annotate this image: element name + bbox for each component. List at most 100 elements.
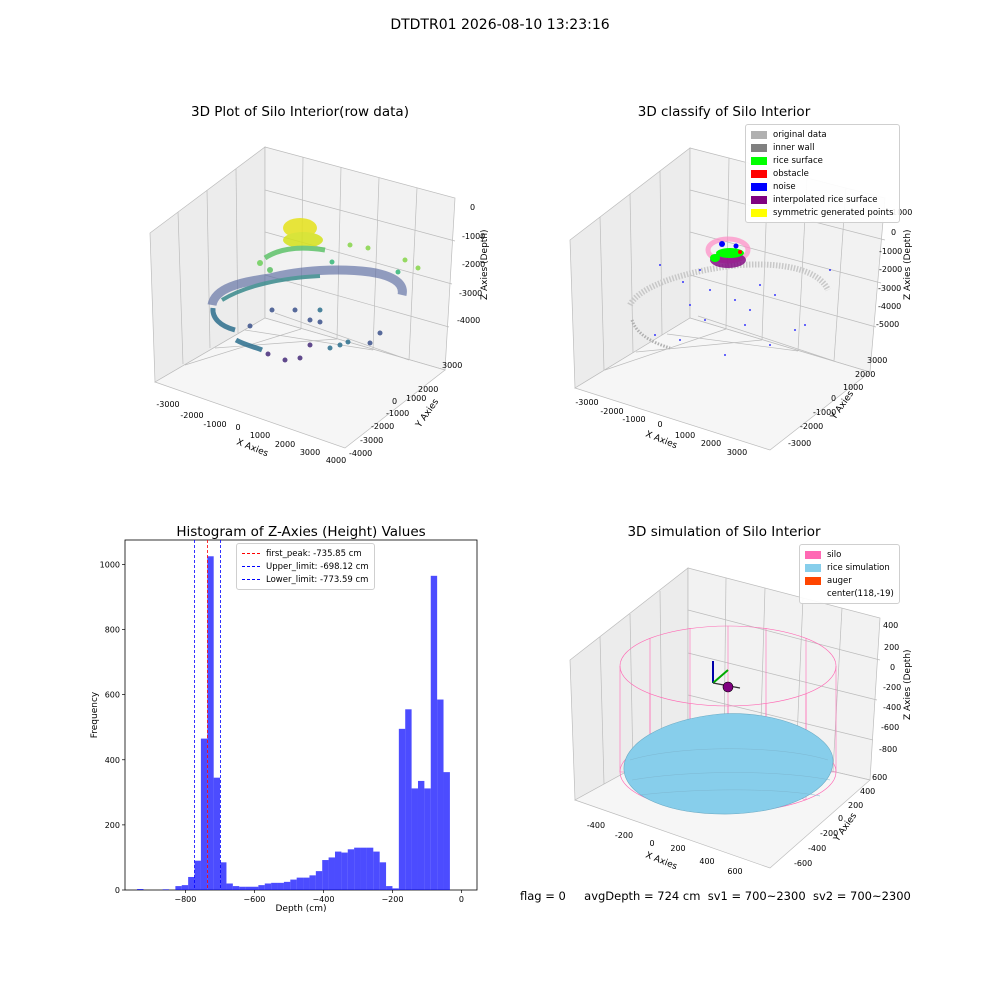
y-tick: -3000 [788, 439, 811, 448]
figure-title: DTDTR01 2026-08-10 13:23:16 [390, 17, 610, 33]
legend-label: obstacle [773, 168, 809, 179]
raw-z-label: Z Axies (Depth) [480, 229, 490, 300]
x-tick: -3000 [575, 398, 598, 407]
sv2-text: sv2 = 700~2300 [812, 889, 911, 903]
x-tick-label: −600 [243, 895, 265, 904]
histogram-bar [283, 881, 291, 890]
sv1-text: sv1 = 700~2300 [707, 889, 806, 903]
histogram-bar [258, 885, 265, 890]
x-tick: -3000 [156, 400, 179, 409]
histogram-bar [194, 860, 201, 890]
histogram-bar [379, 862, 387, 890]
histogram-bar [232, 886, 240, 890]
y-tick-label: 800 [105, 626, 120, 635]
x-tick: -200 [615, 831, 633, 840]
simulation-y-ticks: 600 400 200 0 -200 -400 -600 [794, 773, 887, 868]
legend-swatch [751, 208, 767, 217]
legend-swatch [751, 169, 767, 178]
histogram-bar [309, 875, 316, 890]
histogram-bar [417, 780, 425, 890]
rice-simulation-surface [623, 713, 834, 815]
histogram-x-label: Depth (cm) [275, 904, 326, 914]
y-tick: 1000 [843, 383, 863, 392]
histogram-bar [213, 777, 221, 890]
legend-line [242, 553, 260, 554]
z-tick: -1000 [462, 232, 485, 241]
histogram-bar [341, 852, 348, 890]
z-tick: -4000 [878, 302, 901, 311]
legend-item: Upper_limit: -698.12 cm [242, 560, 369, 573]
y-tick: -1000 [386, 409, 409, 418]
histogram-legend: first_peak: -735.85 cm Upper_limit: -698… [236, 543, 375, 590]
z-tick: 0 [891, 228, 896, 237]
histogram-bar [271, 882, 278, 890]
legend-item: first_peak: -735.85 cm [242, 547, 369, 560]
x-tick: 1000 [250, 431, 270, 440]
legend-item: original data [751, 128, 894, 141]
classify-data-points [627, 236, 831, 356]
histogram-bar [200, 738, 208, 890]
raw-data-points [207, 218, 421, 363]
x-tick: 4000 [326, 456, 346, 465]
y-tick: -2000 [800, 422, 823, 431]
classify-z-label: Z Axies (Depth) [903, 229, 913, 300]
z-tick: -800 [879, 745, 897, 754]
z-tick: -1000 [879, 247, 902, 256]
y-tick: -400 [808, 844, 826, 853]
raw-z-ticks: 0 -1000 -2000 -3000 -4000 [457, 203, 485, 325]
legend-item: Lower_limit: -773.59 cm [242, 573, 369, 586]
y-tick: 3000 [867, 356, 887, 365]
legend-swatch [751, 156, 767, 165]
simulation-y-label: Y Axies [832, 811, 860, 844]
histogram-bar [245, 886, 252, 890]
z-tick: -4000 [457, 316, 480, 325]
legend-item: center(118,-19) [805, 587, 894, 600]
histogram-bar [181, 885, 189, 890]
histogram-bar [207, 556, 214, 890]
histogram-bar [443, 772, 450, 890]
z-tick: -2000 [462, 260, 485, 269]
z-tick: -600 [881, 723, 899, 732]
status-footer: flag = 0 avgDepth = 724 cm sv1 = 700~230… [520, 889, 911, 903]
legend-label: rice surface [773, 155, 823, 166]
y-tick-label: 600 [105, 691, 120, 700]
legend-label: rice simulation [827, 562, 890, 573]
histogram-bar [251, 886, 259, 890]
classify-panel-title: 3D classify of Silo Interior [637, 104, 811, 120]
raw-x-ticks: -3000 -2000 -1000 0 1000 2000 3000 4000 [156, 400, 346, 465]
classify-legend: original data inner wall rice surface ob… [745, 124, 900, 223]
z-tick: 0 [890, 663, 895, 672]
histogram-bar [322, 860, 329, 890]
y-tick: 0 [831, 394, 836, 403]
legend-label: original data [773, 129, 827, 140]
legend-line [242, 579, 260, 580]
simulation-z-label: Z Axies (Depth) [903, 649, 913, 720]
histogram-bar [328, 857, 335, 890]
histogram-y-ticks: 0 200 400 600 800 1000 [100, 560, 125, 895]
x-tick: 0 [235, 423, 240, 432]
z-tick: -400 [883, 703, 901, 712]
histogram-bar [411, 788, 418, 890]
z-tick: -2000 [879, 265, 902, 274]
y-tick: -2000 [371, 422, 394, 431]
y-tick: 3000 [442, 361, 462, 370]
legend-label: interpolated rice surface [773, 194, 878, 205]
y-tick: 2000 [418, 385, 438, 394]
legend-label: Upper_limit: -698.12 cm [266, 561, 369, 572]
histogram-bar [347, 849, 355, 890]
y-tick: 600 [872, 773, 887, 782]
z-tick: -3000 [459, 289, 482, 298]
x-tick: 1000 [675, 431, 695, 440]
legend-item: inner wall [751, 141, 894, 154]
histogram-bar [290, 879, 297, 890]
y-tick: -600 [794, 859, 812, 868]
y-tick: 0 [392, 397, 397, 406]
histogram-bar [315, 871, 323, 890]
legend-swatch [751, 182, 767, 191]
legend-item: silo [805, 548, 894, 561]
x-tick: 200 [670, 844, 685, 853]
y-tick: 2000 [855, 370, 875, 379]
x-tick: -1000 [622, 415, 645, 424]
legend-swatch [805, 563, 821, 572]
